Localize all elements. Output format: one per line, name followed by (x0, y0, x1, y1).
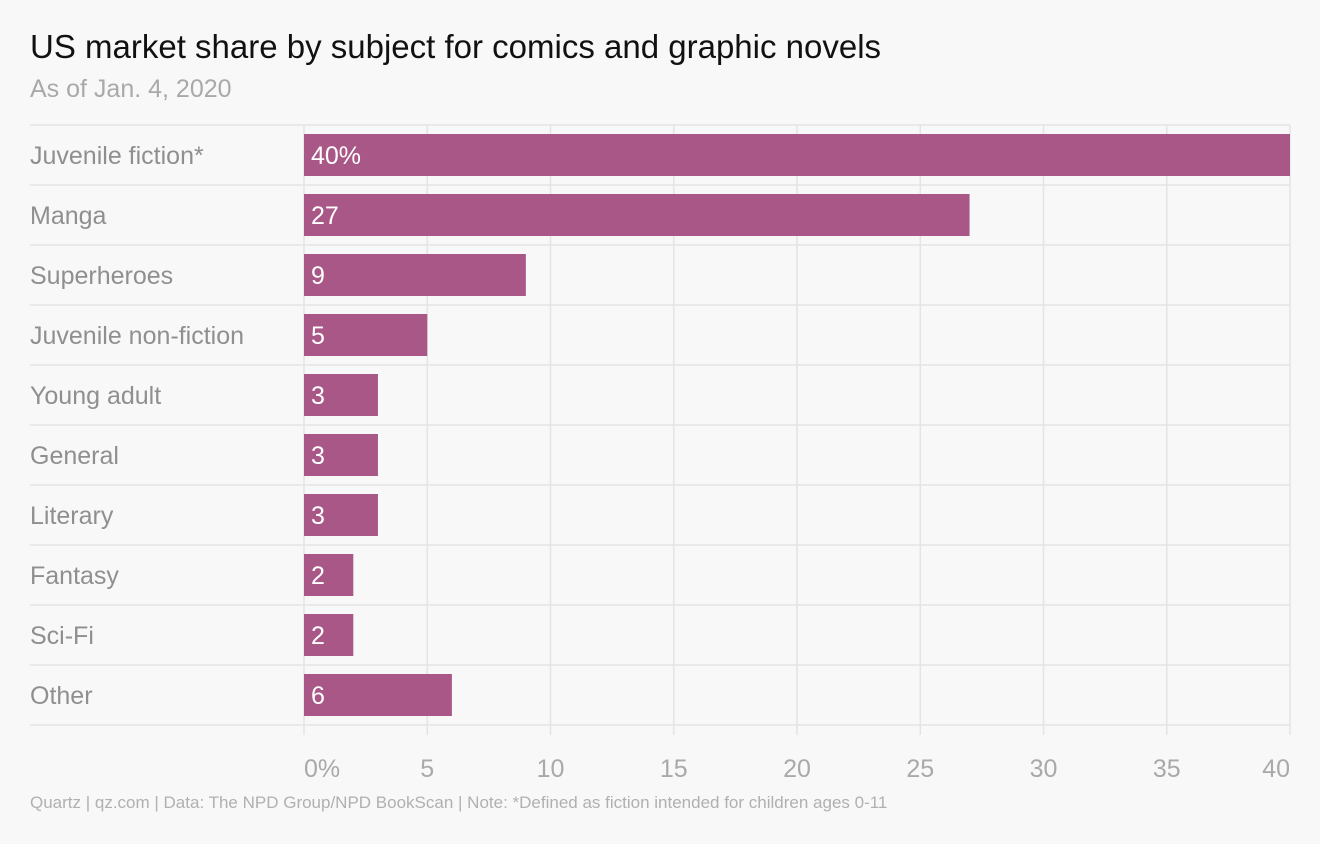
x-tick-label: 15 (660, 755, 688, 783)
x-tick-label: 30 (1030, 755, 1058, 783)
x-tick-label: 20 (783, 755, 811, 783)
bar-value-label: 5 (311, 322, 325, 350)
bar (304, 614, 354, 656)
bar-value-label: 2 (311, 622, 325, 650)
bar (304, 494, 378, 536)
x-tick-label: 10 (537, 755, 565, 783)
bar (304, 134, 1290, 176)
category-label: Fantasy (30, 562, 119, 590)
bar (304, 674, 452, 716)
category-label: Other (30, 682, 93, 710)
chart-footer: Quartz | qz.com | Data: The NPD Group/NP… (30, 793, 888, 812)
category-label: Juvenile fiction* (30, 142, 204, 170)
bar (304, 374, 378, 416)
chart-title: US market share by subject for comics an… (30, 28, 882, 65)
x-tick-label: 25 (906, 755, 934, 783)
bar-value-label: 3 (311, 502, 325, 530)
bar (304, 194, 970, 236)
category-label: Superheroes (30, 262, 173, 290)
bar (304, 434, 378, 476)
bar-value-label: 6 (311, 682, 325, 710)
x-tick-label: 0% (304, 755, 340, 783)
bar-value-label: 27 (311, 202, 339, 230)
category-label: Sci-Fi (30, 622, 94, 650)
category-label: Literary (30, 502, 114, 530)
x-tick-label: 35 (1153, 755, 1181, 783)
category-label: Young adult (30, 382, 161, 410)
bar-value-label: 3 (311, 382, 325, 410)
bar (304, 554, 354, 596)
bar-value-label: 3 (311, 442, 325, 470)
x-tick-label: 5 (420, 755, 434, 783)
category-label: General (30, 442, 119, 470)
bar (304, 314, 428, 356)
chart-subtitle: As of Jan. 4, 2020 (30, 75, 232, 103)
bar-value-label: 40% (311, 142, 361, 170)
bar-value-label: 2 (311, 562, 325, 590)
category-label: Manga (30, 202, 107, 230)
bar-value-label: 9 (311, 262, 325, 290)
x-tick-label: 40 (1262, 755, 1290, 783)
bar (304, 254, 526, 296)
category-label: Juvenile non-fiction (30, 322, 244, 350)
